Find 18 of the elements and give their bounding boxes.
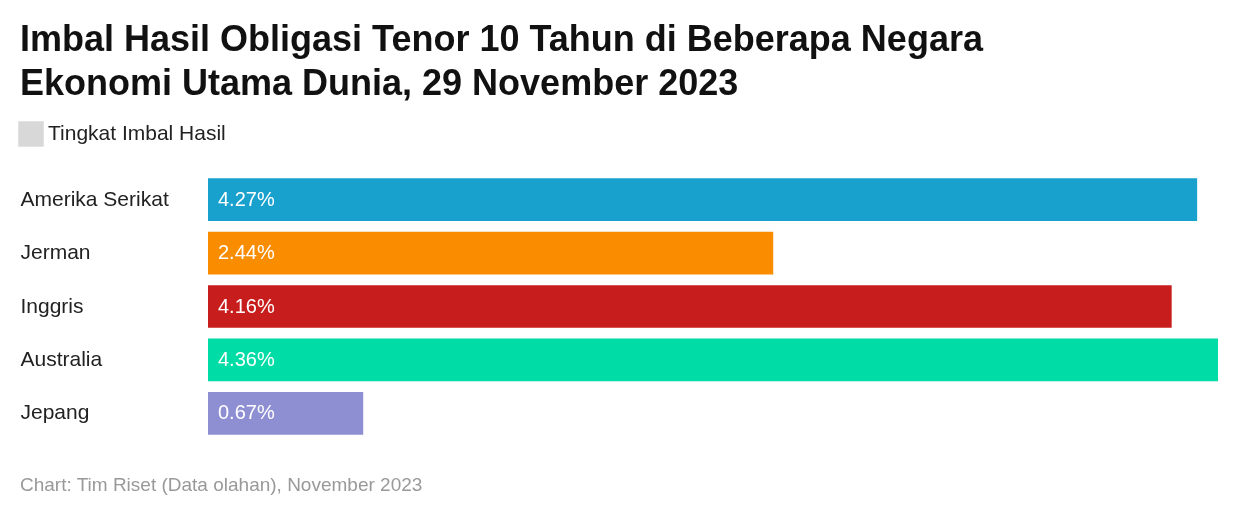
data-label: 0.67% — [218, 401, 275, 424]
bar — [208, 231, 774, 275]
bar — [208, 285, 1172, 328]
bar — [208, 178, 1198, 222]
bar — [208, 391, 364, 435]
data-label: 4.27% — [218, 187, 275, 210]
bar — [208, 338, 1218, 382]
y-tick-label: Jerman — [20, 240, 91, 264]
y-tick-label: Amerika Serikat — [20, 186, 169, 210]
data-label: 4.16% — [218, 294, 275, 317]
y-tick-label: Inggris — [20, 293, 84, 317]
y-tick-label: Jepang — [20, 400, 90, 424]
data-label: 2.44% — [218, 241, 275, 264]
series-label: Tingkat Imbal Hasil — [48, 121, 226, 144]
text: Chart: Tim Riset (Data olahan), November 2023 — [19, 473, 424, 496]
chart-title: Imbal Hasil Obligasi Tenor 10 Tahun di Beberapa Negara Ekonomi Utama Dunia, 29 November 2023 — [20, 18, 984, 103]
data-label: 4.36% — [218, 347, 275, 370]
y-tick-label: Australia — [20, 346, 103, 370]
